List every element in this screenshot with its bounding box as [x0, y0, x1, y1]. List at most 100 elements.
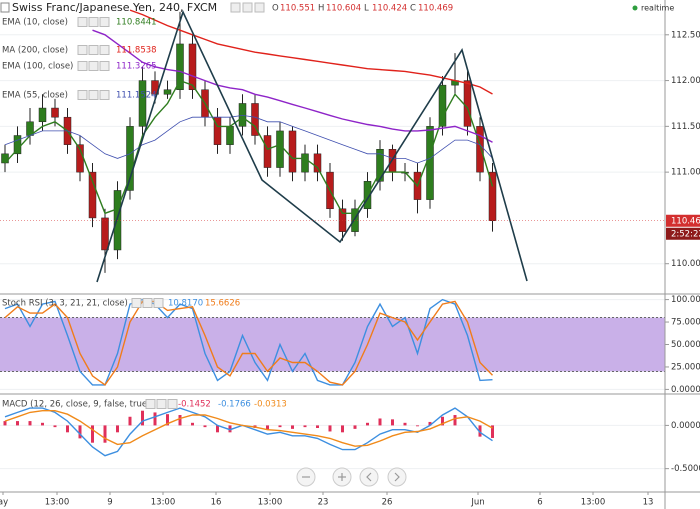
- last-price-box: [666, 214, 700, 227]
- histogram-bar: [366, 422, 369, 426]
- nav-icons: [302, 472, 400, 482]
- histogram-bar: [166, 414, 169, 426]
- ohlc-value: 110.469: [418, 4, 453, 14]
- time-label: 9: [107, 498, 112, 508]
- candle-body: [126, 126, 134, 191]
- button[interactable]: [254, 2, 265, 13]
- legend-value: 111.1524: [116, 91, 157, 101]
- candle-body: [426, 126, 434, 200]
- legend-name: EMA (55, close): [2, 91, 68, 101]
- y-tick-label: 112.000: [671, 76, 700, 86]
- legend-button[interactable]: [77, 17, 88, 27]
- candle-body: [238, 103, 247, 127]
- histogram-bar: [403, 422, 407, 426]
- legend-button[interactable]: [88, 17, 99, 27]
- y-tick-label: 100.00: [671, 295, 700, 305]
- histogram-bar: [378, 418, 382, 426]
- time-label: 13:00: [581, 498, 606, 508]
- histogram-bar: [328, 425, 332, 432]
- legend-button[interactable]: [99, 61, 110, 71]
- legend-value: 111.8538: [116, 46, 157, 56]
- histogram-bar: [266, 425, 269, 430]
- histogram-bar: [291, 425, 294, 429]
- legend-button[interactable]: [88, 45, 99, 55]
- drawing-pattern[interactable]: [96, 9, 528, 283]
- indicator-title: Stoch RSI (3, 3, 21, 21, close): [2, 299, 128, 309]
- legend-button[interactable]: [99, 17, 110, 27]
- legend-value: -0.1766: [218, 400, 251, 410]
- legend-value: -0.1452: [178, 400, 211, 410]
- candle-body: [476, 126, 484, 173]
- candle-body: [263, 135, 272, 168]
- candle-body: [138, 80, 147, 127]
- candle-body: [276, 130, 284, 168]
- legend-button[interactable]: [153, 298, 164, 308]
- histogram-bar: [416, 425, 419, 427]
- time-label: 13:00: [151, 498, 176, 508]
- legend-name: MA (200, close): [2, 46, 68, 56]
- indicator-title: MACD (12, 26, close, 9, false, true): [2, 400, 150, 410]
- time-label: 6: [537, 498, 542, 508]
- time-label: 26: [382, 498, 393, 508]
- button[interactable]: [230, 2, 241, 13]
- y-tick-label: 110.000: [671, 259, 700, 269]
- panels: [0, 9, 669, 470]
- legend-button[interactable]: [142, 298, 153, 308]
- time-label: ay: [0, 498, 8, 508]
- y-tick-label: 111.500: [671, 122, 700, 132]
- legend-button[interactable]: [145, 399, 156, 409]
- ohlc-value: 110.424: [372, 4, 407, 14]
- candle-body: [1, 153, 9, 164]
- indicator-line: [4, 114, 493, 164]
- symbol-icon[interactable]: [0, 2, 10, 13]
- ohlc-label: H: [318, 4, 324, 14]
- legend-button[interactable]: [77, 90, 88, 100]
- scroll-left[interactable]: [359, 467, 379, 487]
- legend-button[interactable]: [88, 61, 99, 71]
- symbol-title: Swiss Franc/Japanese Yen, 240, FXCM: [12, 1, 217, 14]
- histogram-bar: [391, 419, 394, 426]
- candle-body: [38, 107, 47, 123]
- histogram-bar: [41, 422, 44, 426]
- candle-body: [251, 103, 259, 136]
- legend-button[interactable]: [99, 90, 110, 100]
- status: realtime: [641, 4, 674, 13]
- candle-body: [226, 126, 234, 145]
- countdown: 2:52:22: [671, 229, 700, 239]
- legend-button[interactable]: [77, 45, 88, 55]
- legend-button[interactable]: [88, 90, 99, 100]
- indicator-line: [4, 298, 493, 386]
- legend-value: -0.0313: [254, 400, 287, 410]
- legend-button[interactable]: [156, 399, 167, 409]
- candle-body: [338, 208, 347, 232]
- candle-body: [88, 171, 97, 219]
- legend-button[interactable]: [167, 399, 178, 409]
- histogram-bar: [78, 425, 82, 439]
- candle-body: [376, 148, 384, 182]
- histogram-bar: [116, 425, 119, 433]
- legend-button[interactable]: [131, 298, 142, 308]
- overlay: 112.500 112.000 111.500 111.000 110.000 110.4…: [0, 30, 700, 474]
- candle-body: [188, 43, 197, 90]
- legend-button[interactable]: [99, 45, 110, 55]
- y-tick-label: -0.5000: [671, 464, 700, 474]
- indicator-line: [4, 79, 494, 215]
- histogram-bar: [491, 425, 494, 438]
- candle-body: [313, 153, 322, 173]
- histogram-bar: [3, 421, 7, 426]
- y-tick-label: 75.000: [671, 318, 700, 328]
- histogram-bar: [353, 425, 357, 429]
- scroll-right[interactable]: [387, 467, 407, 487]
- y-tick-label: 111.000: [671, 168, 700, 178]
- button[interactable]: [242, 2, 253, 13]
- legend: EMA (10, close) 110.8441 MA (200, close) 11…: [2, 17, 287, 410]
- histogram-bar: [91, 425, 94, 443]
- histogram-bar: [316, 425, 319, 428]
- legend-button[interactable]: [77, 61, 88, 71]
- ohlc-label: O: [272, 4, 279, 14]
- ohlc-label: C: [410, 4, 416, 14]
- y-tick-label: 25.000: [671, 362, 700, 372]
- legend-value: 15.6626: [205, 299, 240, 309]
